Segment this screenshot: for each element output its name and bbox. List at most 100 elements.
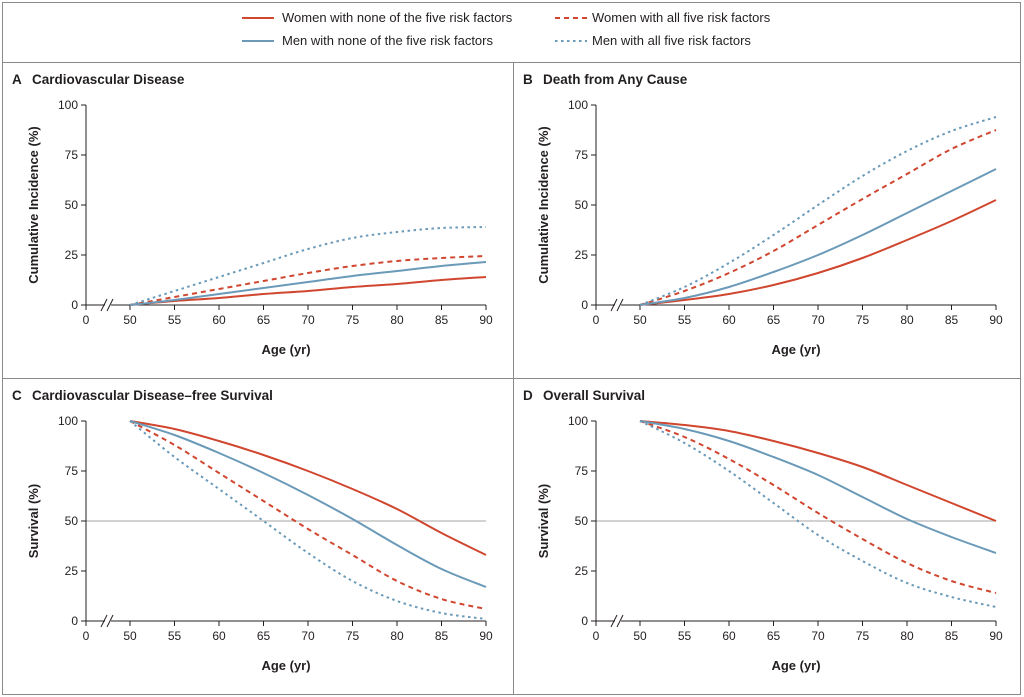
x-tick-label-c-80: 80 [390,629,404,643]
legend-label-women-all: Women with all five risk factors [592,10,771,25]
series-line-a-women-all [129,255,487,306]
y-tick-label-b-50: 50 [575,198,589,212]
y-axis-title-b: Cumulative Incidence (%) [536,126,551,283]
x-tick-label-a-50: 50 [123,313,137,327]
y-tick-label-c-0: 0 [71,614,78,628]
x-tick-label-d-0: 0 [593,629,600,643]
legend-label-women-none: Women with none of the five risk factors [282,10,513,25]
y-tick-label-c-100: 100 [58,414,78,428]
x-tick-label-b-75: 75 [856,313,870,327]
x-tick-label-b-50: 50 [633,313,647,327]
panel-b: B Death from Any Cause 0 25 50 75 100 0 50 55 60 65… [523,72,1003,357]
panel-title-b: Death from Any Cause [543,72,688,87]
panel-frame-a [2,62,514,379]
series-line-c-men-none [129,420,487,588]
y-tick-label-b-100: 100 [568,98,588,112]
x-tick-label-d-55: 55 [678,629,692,643]
series-line-c-men-all [129,420,487,620]
x-tick-label-c-60: 60 [212,629,226,643]
panel-d: D Overall Survival 0 25 50 75 100 0 50 55 60 65 70 75… [523,388,1003,673]
legend-label-men-none: Men with none of the five risk factors [282,33,493,48]
x-tick-label-b-60: 60 [722,313,736,327]
x-tick-label-c-85: 85 [435,629,449,643]
x-axis-title-c: Age (yr) [261,658,310,673]
series-line-d-women-none [639,420,997,522]
x-tick-label-c-70: 70 [301,629,315,643]
y-tick-label-d-100: 100 [568,414,588,428]
x-tick-label-a-60: 60 [212,313,226,327]
panel-letter-c: C [12,388,22,403]
panel-letter-d: D [523,388,533,403]
series-line-d-men-all [639,420,997,608]
x-tick-label-d-60: 60 [722,629,736,643]
series-line-d-men-none [639,420,997,554]
y-tick-label-c-75: 75 [65,464,79,478]
y-axis-title-d: Survival (%) [536,484,551,558]
x-tick-label-d-85: 85 [945,629,959,643]
x-tick-label-b-70: 70 [811,313,825,327]
y-tick-label-c-50: 50 [65,514,79,528]
series-line-c-women-none [129,420,487,556]
series-line-a-men-all [129,226,487,306]
x-tick-label-d-90: 90 [989,629,1003,643]
x-tick-label-c-0: 0 [83,629,90,643]
x-tick-label-c-50: 50 [123,629,137,643]
axis-break-mark-1-d [610,614,618,628]
panel-frame-c [2,378,514,695]
panel-letter-b: B [523,72,533,87]
x-tick-label-a-85: 85 [435,313,449,327]
y-tick-label-b-25: 25 [575,248,589,262]
x-tick-label-b-80: 80 [900,313,914,327]
legend-label-men-all: Men with all five risk factors [592,33,751,48]
x-tick-label-c-90: 90 [479,629,493,643]
axis-break-mark-2-d [616,614,624,628]
x-tick-label-a-90: 90 [479,313,493,327]
x-axis-title-a: Age (yr) [261,342,310,357]
x-axis-title-d: Age (yr) [771,658,820,673]
panel-title-d: Overall Survival [543,388,645,403]
panel-letter-a: A [12,72,22,87]
y-tick-label-d-25: 25 [575,564,589,578]
axis-break-mark-1-b [610,298,618,312]
y-tick-label-b-75: 75 [575,148,589,162]
x-tick-label-d-65: 65 [767,629,781,643]
series-line-a-men-none [129,261,487,306]
series-line-d-women-all [639,420,997,594]
y-tick-label-c-25: 25 [65,564,79,578]
x-tick-label-b-85: 85 [945,313,959,327]
panel-c: C Cardiovascular Disease–free Survival 0 25… [12,388,493,673]
x-tick-label-d-50: 50 [633,629,647,643]
axis-break-mark-2-c [106,614,114,628]
x-tick-label-b-0: 0 [593,313,600,327]
x-tick-label-d-70: 70 [811,629,825,643]
y-tick-label-a-100: 100 [58,98,78,112]
x-tick-label-d-75: 75 [856,629,870,643]
series-line-b-women-all [639,129,997,306]
x-tick-label-a-75: 75 [346,313,360,327]
y-tick-label-b-0: 0 [581,298,588,312]
panel-frame-d [513,378,1021,695]
series-line-a-women-none [129,276,487,306]
panel-title-c: Cardiovascular Disease–free Survival [32,388,273,403]
y-tick-label-d-0: 0 [581,614,588,628]
x-tick-label-c-55: 55 [168,629,182,643]
y-axis-title-a: Cumulative Incidence (%) [26,126,41,283]
axis-break-mark-1-c [100,614,108,628]
axis-break-mark-1-a [100,298,108,312]
series-line-b-men-none [639,168,997,306]
y-tick-label-a-50: 50 [65,198,79,212]
x-tick-label-a-80: 80 [390,313,404,327]
x-tick-label-b-55: 55 [678,313,692,327]
x-tick-label-a-55: 55 [168,313,182,327]
y-tick-label-d-75: 75 [575,464,589,478]
y-tick-label-a-0: 0 [71,298,78,312]
panels: A Cardiovascular Disease 0 25 50 75 100 0 50 55 60… [12,72,1003,673]
y-axis-title-c: Survival (%) [26,484,41,558]
series-line-b-women-none [639,199,997,306]
x-tick-label-c-65: 65 [257,629,271,643]
x-tick-label-a-65: 65 [257,313,271,327]
y-tick-label-a-75: 75 [65,148,79,162]
panel-a: A Cardiovascular Disease 0 25 50 75 100 0 50 55 60… [12,72,493,357]
x-axis-title-b: Age (yr) [771,342,820,357]
